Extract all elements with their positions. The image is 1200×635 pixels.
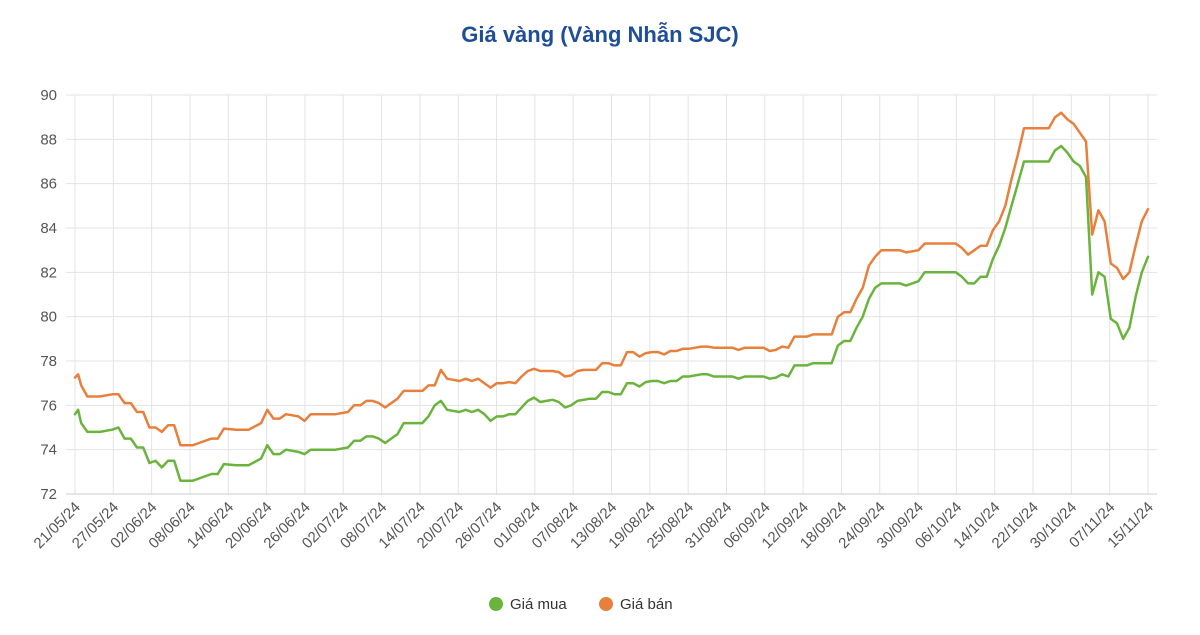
series-line-gia-ban — [73, 111, 1150, 447]
y-axis-tick-labels: 72 74 76 78 80 82 84 86 88 90 — [40, 87, 57, 503]
y-tick-label: 84 — [40, 220, 57, 237]
chart-title: Giá vàng (Vàng Nhẫn SJC) — [461, 22, 739, 47]
legend-item-gia-mua[interactable]: Giá mua — [489, 596, 567, 613]
grid-lines — [66, 94, 1157, 495]
series-lines — [73, 111, 1150, 482]
y-tick-label: 80 — [40, 309, 57, 326]
legend-label: Giá bán — [620, 596, 673, 613]
y-tick-label: 72 — [40, 486, 57, 503]
y-tick-label: 86 — [40, 176, 57, 193]
legend[interactable]: Giá mua Giá bán — [489, 596, 673, 613]
y-tick-label: 88 — [40, 131, 57, 148]
legend-label: Giá mua — [510, 596, 567, 613]
y-tick-label: 90 — [40, 87, 57, 104]
y-tick-label: 82 — [40, 264, 57, 281]
x-axis-tick-labels: 21/05/2427/05/2402/06/2408/06/2414/06/24… — [31, 499, 1157, 552]
series-line-gia-mua — [73, 144, 1150, 482]
y-tick-label: 78 — [40, 353, 57, 370]
legend-marker — [489, 597, 503, 611]
y-tick-label: 74 — [40, 442, 57, 459]
y-tick-label: 76 — [40, 397, 57, 414]
legend-item-gia-ban[interactable]: Giá bán — [599, 596, 673, 613]
legend-marker — [599, 597, 613, 611]
